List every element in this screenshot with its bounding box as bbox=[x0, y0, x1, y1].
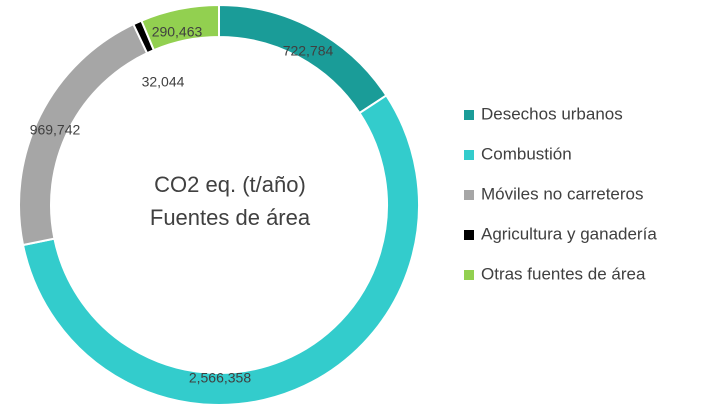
slice bbox=[218, 3, 388, 115]
legend-label: Agricultura y ganadería bbox=[481, 224, 657, 243]
legend-label: Combustión bbox=[481, 144, 572, 163]
legend-label: Móviles no carreteros bbox=[481, 184, 644, 203]
data-label: 969,742 bbox=[30, 122, 81, 138]
chart-title: CO2 eq. (t/año) bbox=[154, 172, 306, 197]
slice bbox=[21, 94, 420, 406]
data-label: 32,044 bbox=[142, 74, 185, 90]
data-label: 722,784 bbox=[283, 43, 334, 59]
data-label: 2,566,358 bbox=[189, 370, 251, 386]
legend-swatch bbox=[464, 150, 474, 160]
legend-label: Otras fuentes de área bbox=[481, 264, 646, 283]
legend-swatch bbox=[464, 230, 474, 240]
legend-swatch bbox=[464, 110, 474, 120]
slice bbox=[140, 3, 220, 52]
legend-swatch bbox=[464, 270, 474, 280]
legend-swatch bbox=[464, 190, 474, 200]
legend-label: Desechos urbanos bbox=[481, 104, 623, 123]
chart-subtitle: Fuentes de área bbox=[150, 205, 311, 230]
data-label: 290,463 bbox=[152, 24, 203, 40]
